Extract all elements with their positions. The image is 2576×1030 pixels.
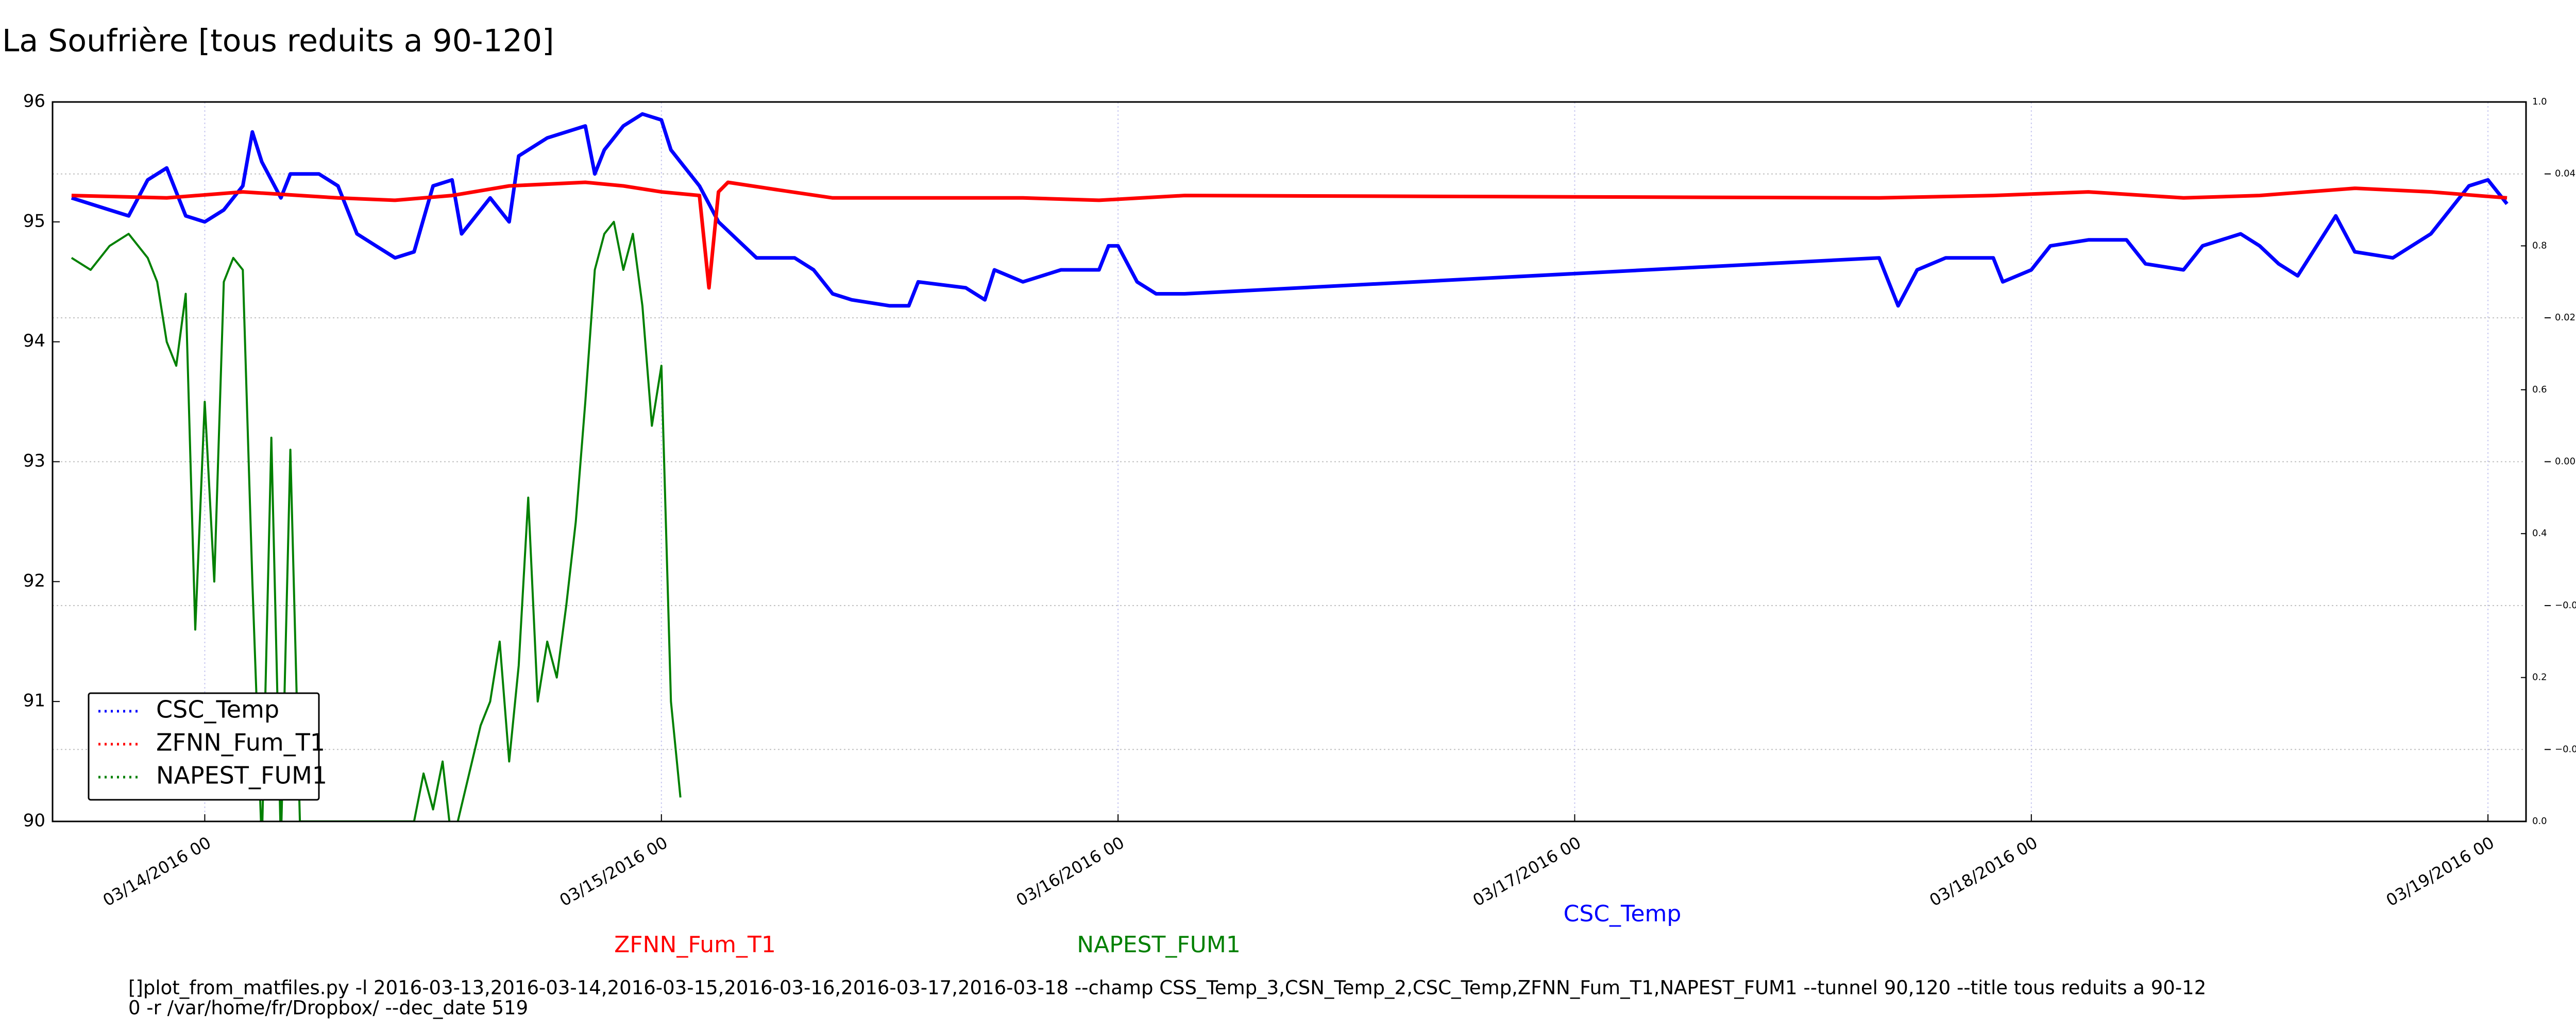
- y2-tick-label: 0.6: [2532, 384, 2547, 395]
- legend: CSC_Temp ZFNN_Fum_T1 NAPEST_FUM1: [88, 692, 327, 801]
- y3-tick-label: −0.04: [2555, 744, 2576, 754]
- y2-tick-label: 1.0: [2532, 96, 2547, 107]
- legend-label: ZFNN_Fum_T1: [156, 729, 325, 757]
- y-tick-label: 94: [23, 331, 45, 351]
- legend-label: CSC_Temp: [156, 696, 279, 724]
- chart-title: La Soufrière [tous reduits a 90-120]: [2, 23, 554, 59]
- series-line: [71, 180, 2507, 290]
- y3-tick-label: −0.02: [2555, 600, 2576, 611]
- y-tick-label: 92: [23, 571, 45, 591]
- annotation: NAPEST_FUM1: [1077, 932, 1241, 958]
- y2-tick-label: 0.2: [2532, 672, 2547, 683]
- legend-box: [88, 692, 320, 801]
- y2-tick-label: 0.0: [2532, 816, 2547, 827]
- y-tick-label: 95: [23, 211, 45, 231]
- legend-label: NAPEST_FUM1: [156, 762, 327, 789]
- y-tick-label: 91: [23, 691, 45, 711]
- y-tick-label: 96: [23, 91, 45, 112]
- annotation: ZFNN_Fum_T1: [614, 932, 776, 958]
- series-line: [71, 220, 682, 821]
- plot-area: [71, 112, 2509, 821]
- series-line: [71, 112, 2509, 308]
- footer-line: 0 -r /var/home/fr/Dropbox/ --dec_date 51…: [128, 997, 528, 1019]
- y2-tick-label: 0.4: [2532, 528, 2547, 539]
- y3-tick-label: 0.00: [2555, 456, 2575, 467]
- y-tick-label: 90: [23, 811, 45, 831]
- y3-tick-label: 0.02: [2555, 312, 2575, 323]
- y3-tick-label: 0.04: [2555, 168, 2575, 179]
- y-tick-label: 93: [23, 451, 45, 471]
- y2-tick-label: 0.8: [2532, 240, 2547, 251]
- annotation: CSC_Temp: [1564, 901, 1682, 927]
- footer-line: []plot_from_matfiles.py -l 2016-03-13,20…: [128, 977, 2206, 999]
